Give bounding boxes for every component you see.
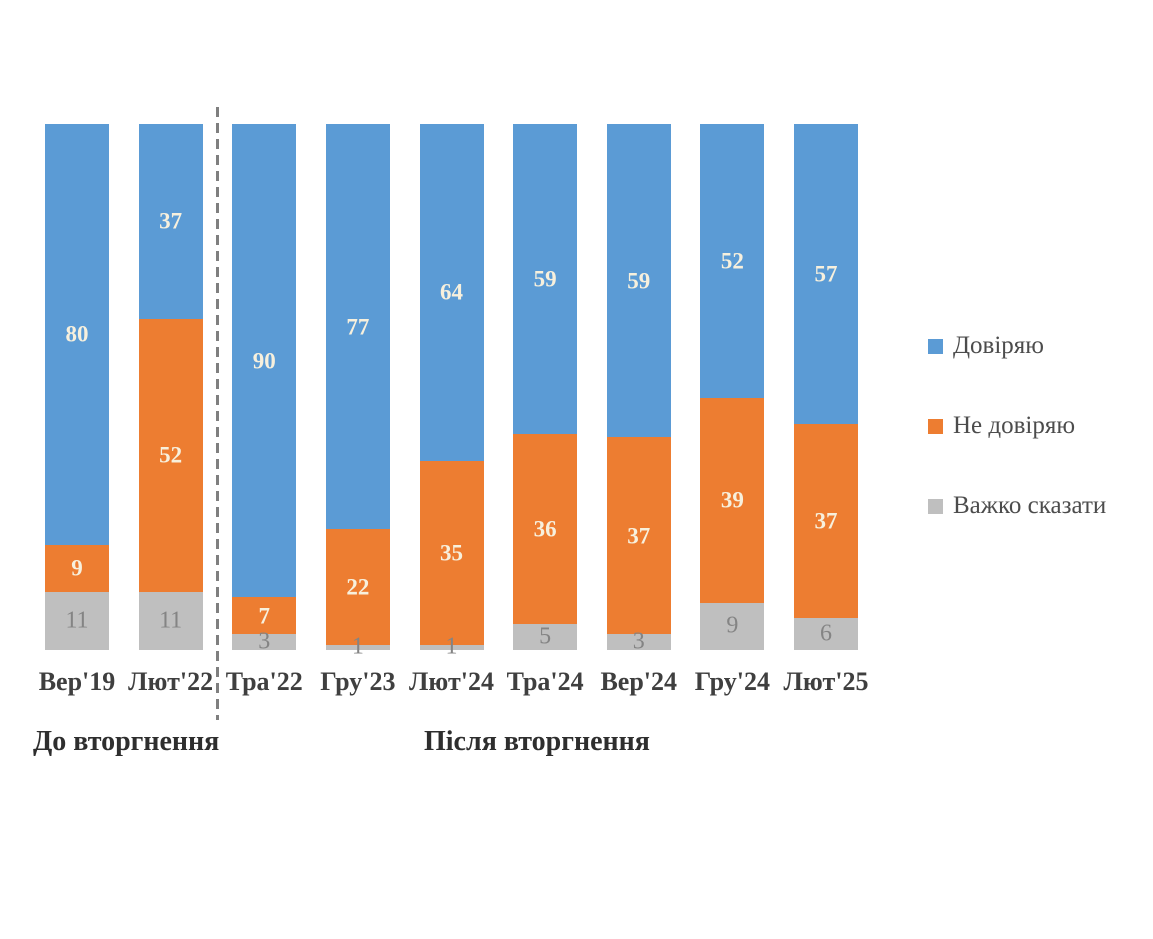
x-axis-label: Тра'22 (225, 667, 303, 696)
legend-item-label: Довіряю (953, 332, 1044, 359)
plot-area: 80 9 11 37 52 11 90 7 3 77 22 1 64 35 1 59 36 5 59 37 3 52 39 9… (45, 124, 858, 659)
x-axis-tick: Гру'24 (695, 667, 770, 697)
segment-trust: 59 (513, 124, 578, 435)
legend-item: Важко сказати (928, 491, 1106, 521)
x-axis-tick: Гру'23 (320, 667, 395, 697)
segment-distrust: 39 (700, 397, 765, 603)
segment-hard-to-say: 3 (232, 630, 297, 654)
segment-value-label: 59 (627, 268, 651, 294)
stacked-bar: 52 39 9 (700, 124, 765, 650)
x-axis-tick: Лют'24 (409, 667, 494, 697)
stacked-bar: 59 36 5 (513, 124, 578, 650)
segment-value-label: 7 (258, 603, 271, 629)
legend: Довіряю Не довіряю Важко сказати (928, 331, 1106, 571)
segment-value-label: 59 (533, 266, 557, 292)
segment-value-label: 9 (71, 555, 83, 581)
x-axis-label: Вер'24 (600, 667, 678, 696)
stacked-bar: 59 37 3 (606, 124, 671, 654)
x-axis-label: Гру'24 (694, 667, 770, 696)
x-axis-tick: Вер'19 (39, 667, 116, 697)
x-axis-tick: Тра'22 (226, 667, 303, 697)
stacked-bar: 57 37 6 (794, 124, 858, 650)
segment-value-label: 35 (440, 540, 463, 566)
segment-value-label: 57 (814, 261, 838, 287)
x-axis-tick: Вер'24 (600, 667, 677, 697)
x-axis-label: Вер'19 (38, 667, 116, 696)
stacked-bar: 77 22 1 (325, 124, 390, 659)
segment-value-label: 39 (720, 487, 744, 513)
x-axis-tick: Лют'22 (128, 667, 213, 697)
segment-value-label: 64 (440, 279, 463, 305)
group-label-after-invasion: Після вторгнення (424, 726, 650, 757)
stacked-bar: 80 9 11 (45, 124, 109, 650)
stacked-bar: 37 52 11 (138, 124, 203, 650)
segment-trust: 52 (700, 124, 765, 398)
segment-value-label: 37 (627, 523, 651, 549)
segment-distrust: 37 (794, 423, 858, 619)
segment-distrust: 52 (138, 318, 203, 593)
segment-value-label: 36 (533, 516, 557, 542)
segment-value-label: 37 (159, 208, 183, 234)
segment-value-label: 3 (632, 628, 645, 655)
segment-distrust: 7 (232, 597, 297, 635)
legend-item-label: Важко сказати (953, 492, 1107, 519)
stacked-bar: 90 7 3 (232, 124, 297, 654)
legend-swatch-hard-to-say (928, 498, 943, 514)
segment-value-label: 3 (258, 628, 271, 655)
x-axis-tick: Лют'25 (784, 667, 869, 697)
segment-value-label: 77 (346, 314, 370, 339)
segment-trust: 90 (232, 124, 297, 598)
x-axis-label: Лют'24 (409, 667, 494, 696)
group-label-before-invasion: До вторгнення (33, 726, 220, 757)
segment-trust: 57 (794, 124, 858, 424)
x-axis-tick: Тра'24 (507, 667, 584, 697)
legend-item-label: Не довіряю (953, 412, 1076, 439)
segment-hard-to-say: 1 (325, 635, 390, 659)
segment-value-label: 37 (814, 508, 838, 534)
segment-value-label: 22 (346, 574, 370, 600)
segment-hard-to-say: 11 (138, 592, 203, 650)
segment-trust: 59 (606, 124, 671, 438)
x-axis-label: Лют'22 (128, 667, 214, 696)
x-axis-label: Гру'23 (320, 667, 396, 696)
segment-trust: 64 (419, 124, 484, 461)
segment-value-label: 11 (159, 607, 183, 634)
segment-distrust: 22 (325, 529, 390, 645)
segment-value-label: 90 (252, 348, 276, 374)
segment-value-label: 11 (65, 607, 89, 634)
segment-value-label: 52 (720, 248, 744, 274)
segment-value-label: 80 (65, 321, 89, 347)
segment-hard-to-say: 6 (794, 618, 858, 650)
segment-hard-to-say: 11 (45, 592, 109, 650)
invasion-divider-line (216, 107, 219, 720)
segment-distrust: 37 (606, 437, 671, 635)
segment-hard-to-say: 5 (513, 623, 578, 650)
x-axis-labels: Вер'19 Лют'22 Тра'22 Гру'23 Лют'24 Тра'24 Вер'… (39, 667, 869, 697)
x-axis-label: Тра'24 (506, 667, 584, 696)
segment-value-label: 6 (820, 620, 832, 647)
segment-distrust: 36 (513, 434, 578, 624)
legend-item: Не довіряю (928, 411, 1106, 441)
segment-value-label: 52 (159, 442, 183, 468)
segment-trust: 37 (138, 124, 203, 319)
segment-value-label: 9 (726, 612, 739, 639)
segment-hard-to-say: 3 (606, 630, 671, 654)
segment-distrust: 35 (419, 460, 484, 645)
segment-trust: 77 (325, 124, 390, 530)
segment-trust: 80 (45, 124, 109, 545)
x-axis-label: Лют'25 (783, 667, 869, 696)
segment-hard-to-say: 9 (700, 602, 765, 650)
stacked-bar: 64 35 1 (419, 124, 484, 659)
legend-swatch-trust (928, 338, 943, 354)
legend-swatch-distrust (928, 418, 943, 434)
legend-item: Довіряю (928, 331, 1106, 361)
segment-distrust: 9 (45, 544, 109, 593)
segment-hard-to-say: 1 (419, 635, 484, 659)
segment-value-label: 5 (539, 623, 552, 650)
